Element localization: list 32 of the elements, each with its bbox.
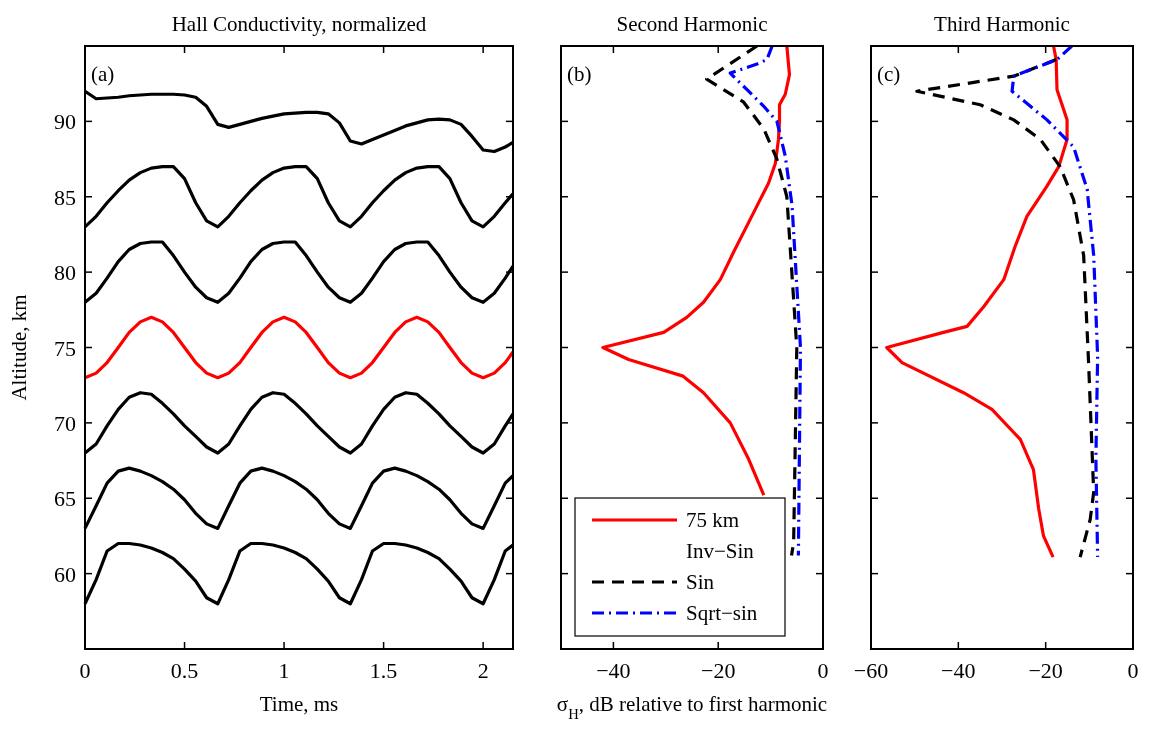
y-tick-label: 65	[54, 486, 76, 512]
x-tick-label: −20	[1028, 658, 1063, 683]
y-tick-label: 90	[54, 109, 76, 135]
y-tick-label: 60	[54, 561, 76, 587]
legend-label: Sin	[686, 570, 715, 594]
y-tick-label: 85	[54, 184, 76, 210]
chart-title: Third Harmonic	[934, 12, 1070, 36]
x-tick-label: −40	[941, 658, 976, 683]
x-axis-title: σ$_{H}$, dB relative to first harmonic	[556, 692, 828, 722]
y-tick-label: 75	[54, 335, 76, 361]
y-tick-label: 70	[54, 410, 76, 436]
x-tick-label: 0	[1127, 658, 1139, 683]
chart-title: Hall Conductivity, normalized	[171, 12, 427, 36]
x-tick-label: 0	[79, 658, 91, 683]
y-axis-title: Altitude, km	[7, 294, 31, 401]
legend-label: Sqrt−sin	[686, 601, 758, 625]
annotation: (a)	[91, 62, 115, 86]
x-tick-label: 1.5	[369, 658, 398, 683]
x-tick-label: 2	[477, 658, 489, 683]
annotation: (c)	[877, 62, 901, 86]
x-axis-title: Time, ms	[259, 692, 339, 716]
x-tick-label: 1	[278, 658, 290, 683]
x-tick-label: 0.5	[170, 658, 199, 683]
y-tick-label: 80	[54, 260, 76, 286]
legend-label: 75 km Inv−Sin	[686, 508, 755, 563]
x-tick-label: 0	[817, 658, 829, 683]
x-tick-label: −20	[700, 658, 736, 683]
x-tick-label: −40	[596, 658, 631, 683]
chart-title: Second Harmonic	[616, 12, 768, 36]
line-series	[83, 315, 515, 380]
x-tick-label: −60	[853, 658, 889, 683]
annotation: (b)	[567, 62, 592, 86]
